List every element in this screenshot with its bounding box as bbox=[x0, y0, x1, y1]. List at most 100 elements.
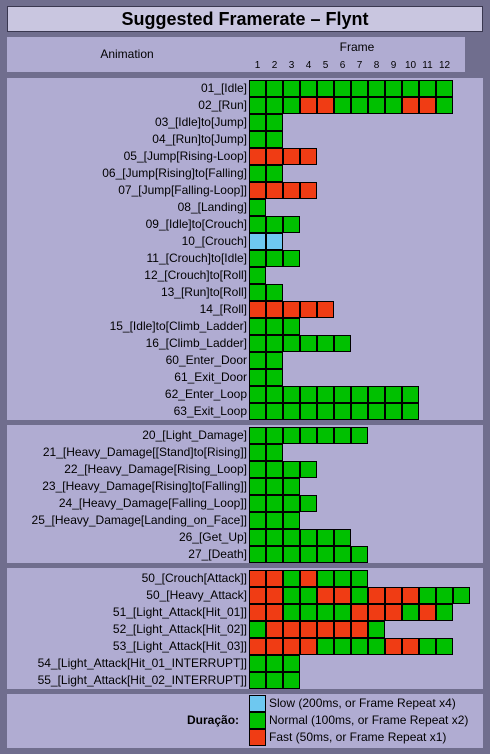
animation-name: 04_[Run]to[Jump] bbox=[152, 132, 247, 146]
frame-cell bbox=[351, 638, 368, 655]
animation-name: 23_[Heavy_Damage[Rising]to[Falling]] bbox=[42, 479, 247, 493]
frame-number: 2 bbox=[271, 60, 278, 71]
frame-cell bbox=[283, 495, 300, 512]
frame-cell bbox=[283, 570, 300, 587]
animation-name: 11_[Crouch]to[Idle] bbox=[146, 251, 247, 265]
frame-cell bbox=[317, 427, 334, 444]
frame-cell bbox=[266, 182, 283, 199]
frame-cell bbox=[317, 97, 334, 114]
frame-cell bbox=[436, 80, 453, 97]
animation-name: 25_[Heavy_Damage[Landing_on_Face]] bbox=[31, 513, 247, 527]
frame-cell bbox=[249, 427, 266, 444]
frame-cell bbox=[368, 604, 385, 621]
frame-cell bbox=[266, 148, 283, 165]
frame-cell bbox=[266, 655, 283, 672]
frame-cell bbox=[436, 97, 453, 114]
frame-cell bbox=[266, 604, 283, 621]
frame-cell bbox=[266, 621, 283, 638]
frame-cell bbox=[266, 284, 283, 301]
frame-cell bbox=[334, 97, 351, 114]
frame-cell bbox=[249, 97, 266, 114]
frame-cell bbox=[300, 403, 317, 420]
frame-cell bbox=[266, 512, 283, 529]
frame-cell bbox=[317, 638, 334, 655]
frame-cell bbox=[266, 587, 283, 604]
frame-cell bbox=[351, 621, 368, 638]
frame-cell bbox=[334, 638, 351, 655]
frame-cell bbox=[419, 80, 436, 97]
frame-cell bbox=[300, 97, 317, 114]
frame-cell bbox=[249, 403, 266, 420]
frame-cell bbox=[317, 80, 334, 97]
frame-cell bbox=[283, 655, 300, 672]
frame-cell bbox=[300, 495, 317, 512]
frame-cell bbox=[351, 386, 368, 403]
frame-cell bbox=[266, 114, 283, 131]
frame-cell bbox=[283, 621, 300, 638]
frame-cell bbox=[249, 604, 266, 621]
frame-cell bbox=[266, 461, 283, 478]
frame-cell bbox=[317, 570, 334, 587]
frame-cell bbox=[249, 250, 266, 267]
animation-name: 63_Exit_Loop bbox=[173, 404, 247, 418]
frame-cell bbox=[249, 478, 266, 495]
frame-cell bbox=[283, 587, 300, 604]
frame-cell bbox=[249, 114, 266, 131]
frame-cell bbox=[351, 403, 368, 420]
frame-number: 12 bbox=[438, 60, 451, 71]
frame-cell bbox=[249, 216, 266, 233]
frame-cell bbox=[419, 604, 436, 621]
animation-name: 14_[Roll] bbox=[199, 302, 247, 316]
frame-cell bbox=[385, 638, 402, 655]
frame-cell bbox=[300, 461, 317, 478]
legend-text-normal: Normal (100ms, or Frame Repeat x2) bbox=[269, 713, 469, 727]
frame-cell bbox=[266, 233, 283, 250]
frame-cell bbox=[453, 587, 470, 604]
table-header: Animation Frame 1 2 3 4 5 6 7 8 9 10 11 12 bbox=[7, 37, 465, 72]
frame-cell bbox=[283, 512, 300, 529]
frame-cell bbox=[249, 148, 266, 165]
frame-cell bbox=[317, 301, 334, 318]
frame-cell bbox=[266, 403, 283, 420]
frame-cell bbox=[300, 604, 317, 621]
frame-cell bbox=[249, 352, 266, 369]
frame-cell bbox=[266, 672, 283, 689]
frame-cell bbox=[283, 386, 300, 403]
frame-cell bbox=[249, 587, 266, 604]
frame-cell bbox=[283, 461, 300, 478]
duration-label: Duração: bbox=[187, 713, 240, 727]
frame-cell bbox=[283, 529, 300, 546]
frame-cell bbox=[266, 570, 283, 587]
frame-cell bbox=[249, 444, 266, 461]
frame-cell bbox=[368, 386, 385, 403]
chart-title: Suggested Framerate – Flynt bbox=[7, 6, 483, 32]
frame-cell bbox=[300, 386, 317, 403]
legend-text-slow: Slow (200ms, or Frame Repeat x4) bbox=[269, 696, 456, 710]
frame-cell bbox=[334, 529, 351, 546]
frame-cell bbox=[334, 546, 351, 563]
frame-cell bbox=[351, 546, 368, 563]
frame-cell bbox=[266, 369, 283, 386]
frame-cell bbox=[436, 587, 453, 604]
animation-name: 16_[Climb_Ladder] bbox=[145, 336, 247, 350]
frame-cell bbox=[249, 621, 266, 638]
frame-cell bbox=[300, 621, 317, 638]
frame-number: 5 bbox=[322, 60, 329, 71]
frame-cell bbox=[334, 80, 351, 97]
frame-cell bbox=[266, 529, 283, 546]
animation-name: 55_[Light_Attack[Hit_02_INTERRUPT]] bbox=[37, 673, 247, 687]
frame-number: 11 bbox=[422, 60, 433, 71]
frame-cell bbox=[334, 386, 351, 403]
frame-cell bbox=[266, 165, 283, 182]
frame-cell bbox=[385, 587, 402, 604]
animation-name: 26_[Get_Up] bbox=[178, 530, 247, 544]
animation-column-header: Animation bbox=[100, 47, 154, 61]
frame-cell bbox=[351, 427, 368, 444]
frame-cell bbox=[283, 318, 300, 335]
frame-number: 4 bbox=[305, 60, 312, 71]
frame-cell bbox=[266, 250, 283, 267]
frame-cell bbox=[419, 97, 436, 114]
animation-name: 20_[Light_Damage] bbox=[142, 428, 247, 442]
animation-name: 13_[Run]to[Roll] bbox=[160, 285, 247, 299]
animation-name: 10_[Crouch] bbox=[181, 234, 247, 248]
